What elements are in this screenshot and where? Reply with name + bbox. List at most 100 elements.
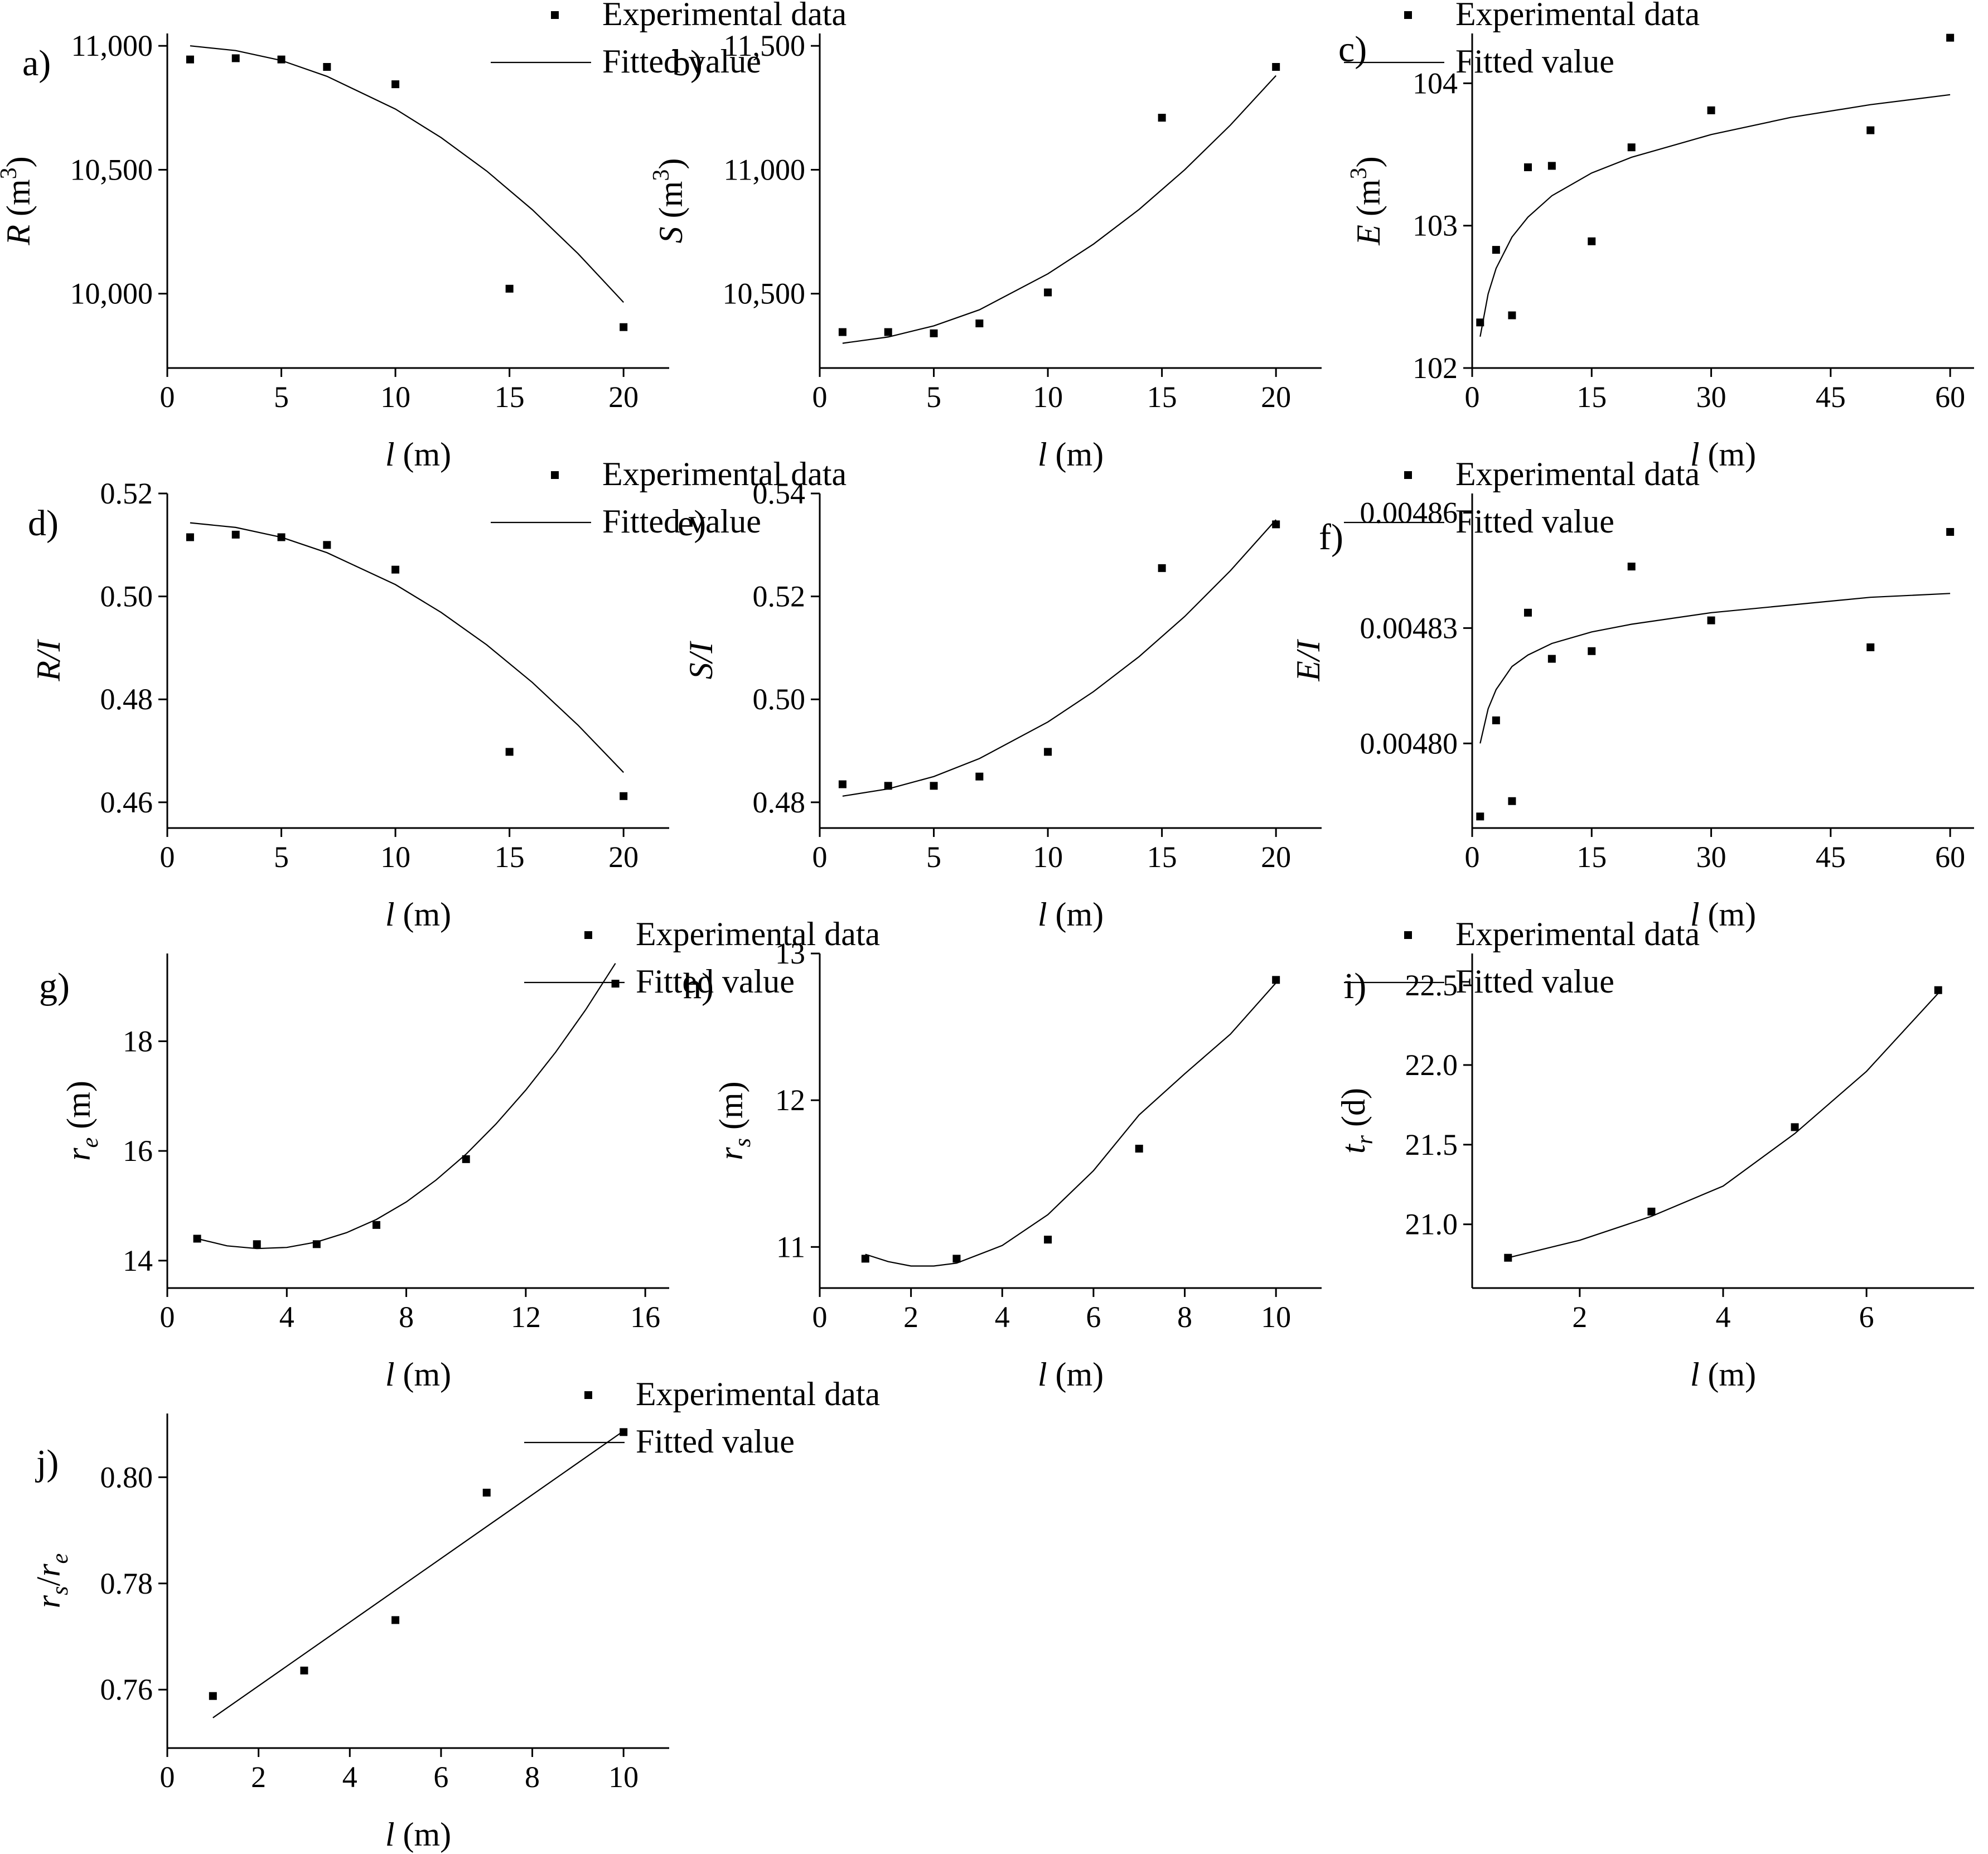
data-point xyxy=(1934,986,1942,994)
x-tick-label: 6 xyxy=(1086,1300,1101,1334)
y-axis-label-var: R xyxy=(0,225,37,246)
legend-label-experimental: Experimental data xyxy=(602,0,847,32)
x-tick-label: 15 xyxy=(1147,840,1177,874)
data-point xyxy=(391,80,400,89)
data-point xyxy=(1707,106,1715,114)
x-tick-label: 2 xyxy=(903,1300,918,1334)
fitted-line xyxy=(212,1430,624,1719)
data-point xyxy=(1524,608,1532,617)
y-tick-label: 11,000 xyxy=(724,153,806,186)
y-tick-label: 22.5 xyxy=(1405,969,1458,1002)
x-tick-label: 6 xyxy=(1859,1300,1874,1334)
data-point xyxy=(231,54,240,62)
x-tick-label: 0 xyxy=(160,1300,175,1334)
legend-marker-points xyxy=(584,931,592,939)
y-tick-label: 13 xyxy=(775,937,805,970)
x-tick-label: 45 xyxy=(1816,840,1846,874)
data-point xyxy=(930,782,938,790)
x-tick-label: 20 xyxy=(1261,840,1291,874)
fitted-line xyxy=(190,522,624,773)
data-point xyxy=(1044,288,1052,297)
y-tick-label: 0.78 xyxy=(100,1567,153,1600)
legend-marker-points xyxy=(551,11,559,19)
x-axis-label: l (m) xyxy=(385,436,451,473)
y-axis-label: E/I xyxy=(1290,638,1327,681)
legend-label-experimental: Experimental data xyxy=(1455,0,1700,32)
panel-label: f) xyxy=(1319,517,1343,558)
y-axis-label: S (m3) xyxy=(649,158,689,244)
y-axis-label-var: E/I xyxy=(1290,638,1327,681)
data-point xyxy=(1524,163,1532,171)
x-axis-label: l (m) xyxy=(1038,436,1104,473)
data-point xyxy=(838,780,847,788)
x-tick-label: 4 xyxy=(995,1300,1010,1334)
data-point xyxy=(193,1235,201,1243)
panel-label: h) xyxy=(683,966,714,1006)
panel-j: j)0 2 4 6 8 100.760.780.80l (m)rs/reExperimen… xyxy=(30,1376,880,1853)
data-point xyxy=(1135,1145,1143,1153)
x-tick-label: 5 xyxy=(274,840,289,874)
y-axis-label: rs/re xyxy=(30,1553,73,1608)
y-axis-label-var2: r xyxy=(30,1563,67,1577)
x-tick-label: 4 xyxy=(342,1760,357,1794)
x-axis-label: l (m) xyxy=(385,1816,451,1853)
y-tick-label: 103 xyxy=(1413,209,1458,243)
data-point xyxy=(1508,797,1516,805)
data-point xyxy=(1044,1236,1052,1244)
x-axis-label-unit: (m) xyxy=(1047,436,1104,473)
data-point xyxy=(611,980,620,988)
x-tick-label: 15 xyxy=(495,380,525,414)
data-point xyxy=(1547,162,1556,170)
y-axis-label: tr (d) xyxy=(1335,1088,1378,1154)
data-point xyxy=(620,792,628,800)
legend-marker-points xyxy=(584,1391,592,1399)
x-axis-label-unit: (m) xyxy=(1700,436,1757,473)
y-axis-label: E (m3) xyxy=(1346,156,1387,245)
y-tick-label: 12 xyxy=(775,1083,805,1117)
x-tick-label: 5 xyxy=(926,840,941,874)
legend-label-experimental: Experimental data xyxy=(636,1376,880,1412)
data-point xyxy=(391,1616,400,1624)
y-tick-label: 102 xyxy=(1413,351,1458,385)
y-axis-label-superscript: 3 xyxy=(0,167,22,179)
data-point xyxy=(253,1240,261,1248)
x-tick-label: 4 xyxy=(1716,1300,1731,1334)
x-axis-label: l (m) xyxy=(1690,1356,1756,1393)
y-axis-label-var: R/I xyxy=(30,638,67,681)
y-tick-label: 0.48 xyxy=(753,786,806,819)
y-tick-label: 0.48 xyxy=(100,682,153,716)
y-axis-label-var: S xyxy=(652,226,689,243)
x-tick-label: 0 xyxy=(160,1760,175,1794)
x-axis-label-unit: (m) xyxy=(395,1816,452,1853)
x-tick-label: 30 xyxy=(1696,840,1726,874)
y-tick-label: 0.00483 xyxy=(1360,611,1458,645)
y-axis-label-var: r xyxy=(60,1148,97,1161)
x-axis-label-var: l xyxy=(1038,896,1047,933)
data-point xyxy=(1508,311,1516,320)
data-point xyxy=(975,320,984,327)
legend-label-experimental: Experimental data xyxy=(1455,916,1700,952)
y-axis-label: R/I xyxy=(30,638,67,681)
x-axis-label: l (m) xyxy=(385,1356,451,1393)
y-tick-label: 0.46 xyxy=(100,786,153,819)
data-point xyxy=(1272,520,1280,529)
fitted-line xyxy=(1479,94,1951,337)
x-axis-label-unit: (m) xyxy=(395,436,452,473)
data-point xyxy=(975,772,984,781)
data-point xyxy=(1504,1253,1512,1262)
data-point xyxy=(1044,748,1052,756)
x-tick-label: 0 xyxy=(812,840,828,874)
panel-label: i) xyxy=(1344,966,1366,1006)
data-point xyxy=(1158,114,1166,122)
y-tick-label: 22.0 xyxy=(1405,1048,1458,1082)
data-point xyxy=(1791,1123,1799,1131)
panel-label: g) xyxy=(39,966,70,1006)
x-axis-label-var: l xyxy=(1690,896,1700,933)
y-tick-label: 0.80 xyxy=(100,1460,153,1494)
panel-f: f) 0 15 30 45 60 0.00480 0.00483 0.00486 l (m) E/I… xyxy=(1290,493,1974,933)
legend-marker-points xyxy=(1404,931,1412,939)
data-point xyxy=(323,541,331,549)
fitted-line xyxy=(842,75,1277,344)
legend-label-experimental: Experimental data xyxy=(636,916,880,952)
x-tick-label: 15 xyxy=(1147,380,1177,414)
